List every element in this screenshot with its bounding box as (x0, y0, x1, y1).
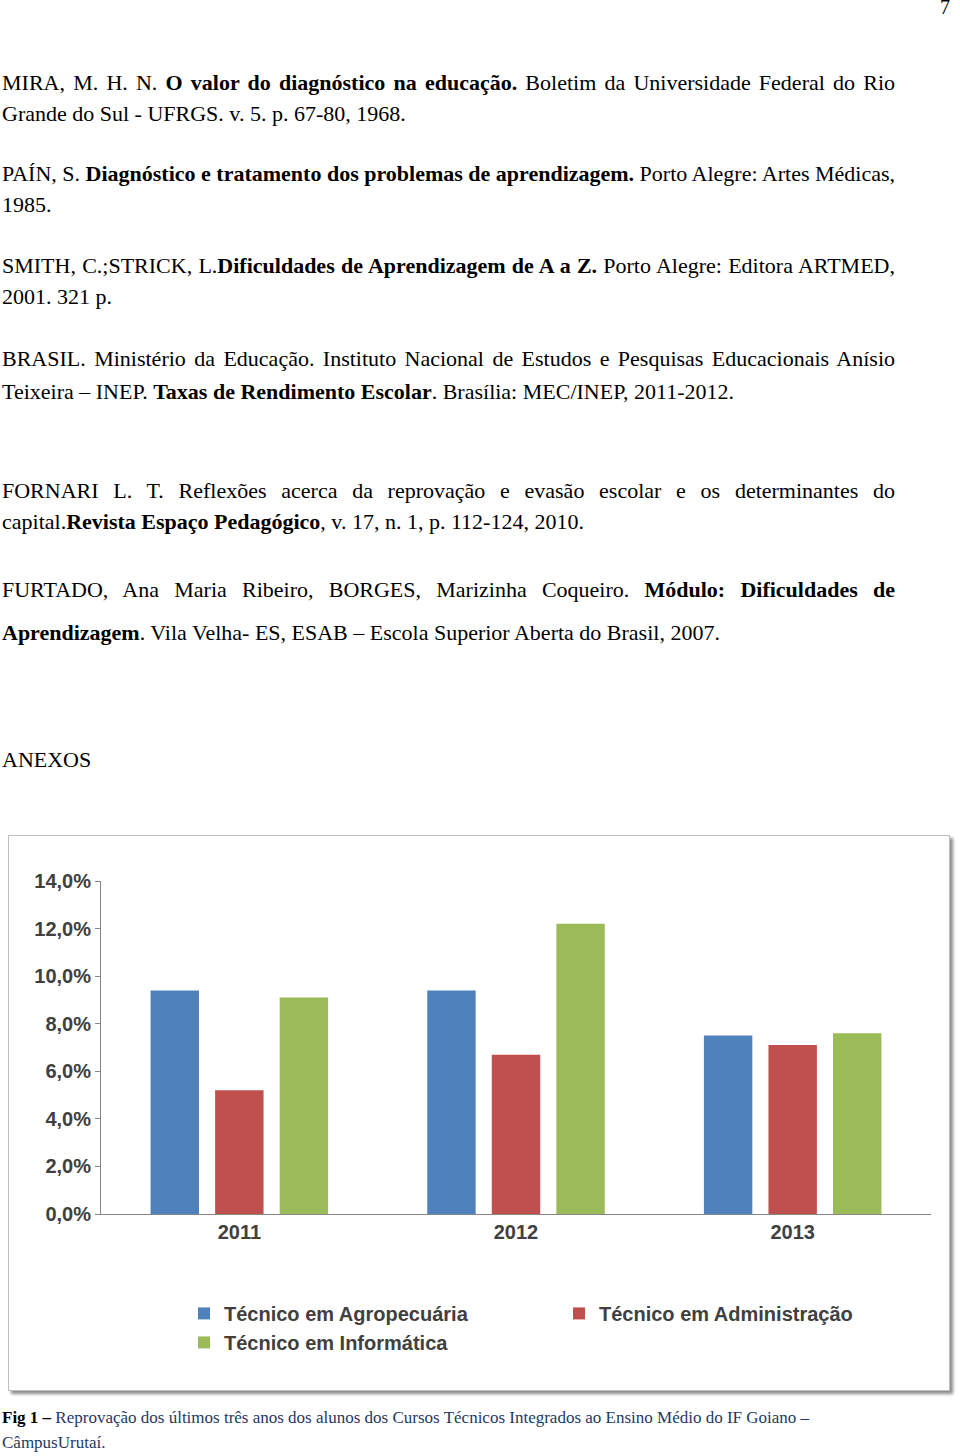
svg-text:4,0%: 4,0% (45, 1108, 91, 1130)
html-text:Fig 1 – Reprovação dos últimos: Fig 1 – Reprovação dos últimos três anos… (2, 1408, 810, 1452)
svg-text:2013: 2013 (770, 1221, 815, 1243)
svg-text:Técnico em Administração: Técnico em Administração (599, 1303, 853, 1325)
svg-text:0,0%: 0,0% (45, 1203, 91, 1225)
svg-text:10,0%: 10,0% (34, 965, 91, 987)
svg-text:6,0%: 6,0% (45, 1060, 91, 1082)
svg-text:2011: 2011 (218, 1221, 261, 1243)
svg-text:14,0%: 14,0% (34, 870, 91, 892)
svg-text:2012: 2012 (494, 1221, 539, 1243)
html-text:FURTADO, Ana Maria Ribeiro, BO: FURTADO, Ana Maria Ribeiro, BORGES, Mari… (2, 577, 895, 645)
html-text:MIRA, M. H. N. O valor do diag: MIRA, M. H. N. O valor do diagnóstico na… (2, 70, 895, 126)
html-text:ANEXOS: ANEXOS (2, 747, 92, 772)
html-text:FORNARI L. T. Reflexões acerca: FORNARI L. T. Reflexões acerca da reprov… (2, 478, 895, 534)
svg-text:Técnico em Agropecuária: Técnico em Agropecuária (224, 1303, 469, 1325)
svg-text:12,0%: 12,0% (34, 918, 91, 940)
html-text:SMITH, C.;STRICK, L. Dificulda: SMITH, C.;STRICK, L. Dificuldades de Apr… (2, 253, 895, 309)
svg-text:2,0%: 2,0% (45, 1155, 91, 1177)
html-text:BRASIL. Ministério da Educação: BRASIL. Ministério da Educação. Institut… (2, 346, 895, 404)
svg-text:Técnico em Informática: Técnico em Informática (224, 1332, 448, 1354)
svg-text:8,0%: 8,0% (45, 1013, 91, 1035)
html-text:PAÍN, S. Diagnóstico e tratame: PAÍN, S. Diagnóstico e tratamento dos pr… (2, 161, 895, 217)
